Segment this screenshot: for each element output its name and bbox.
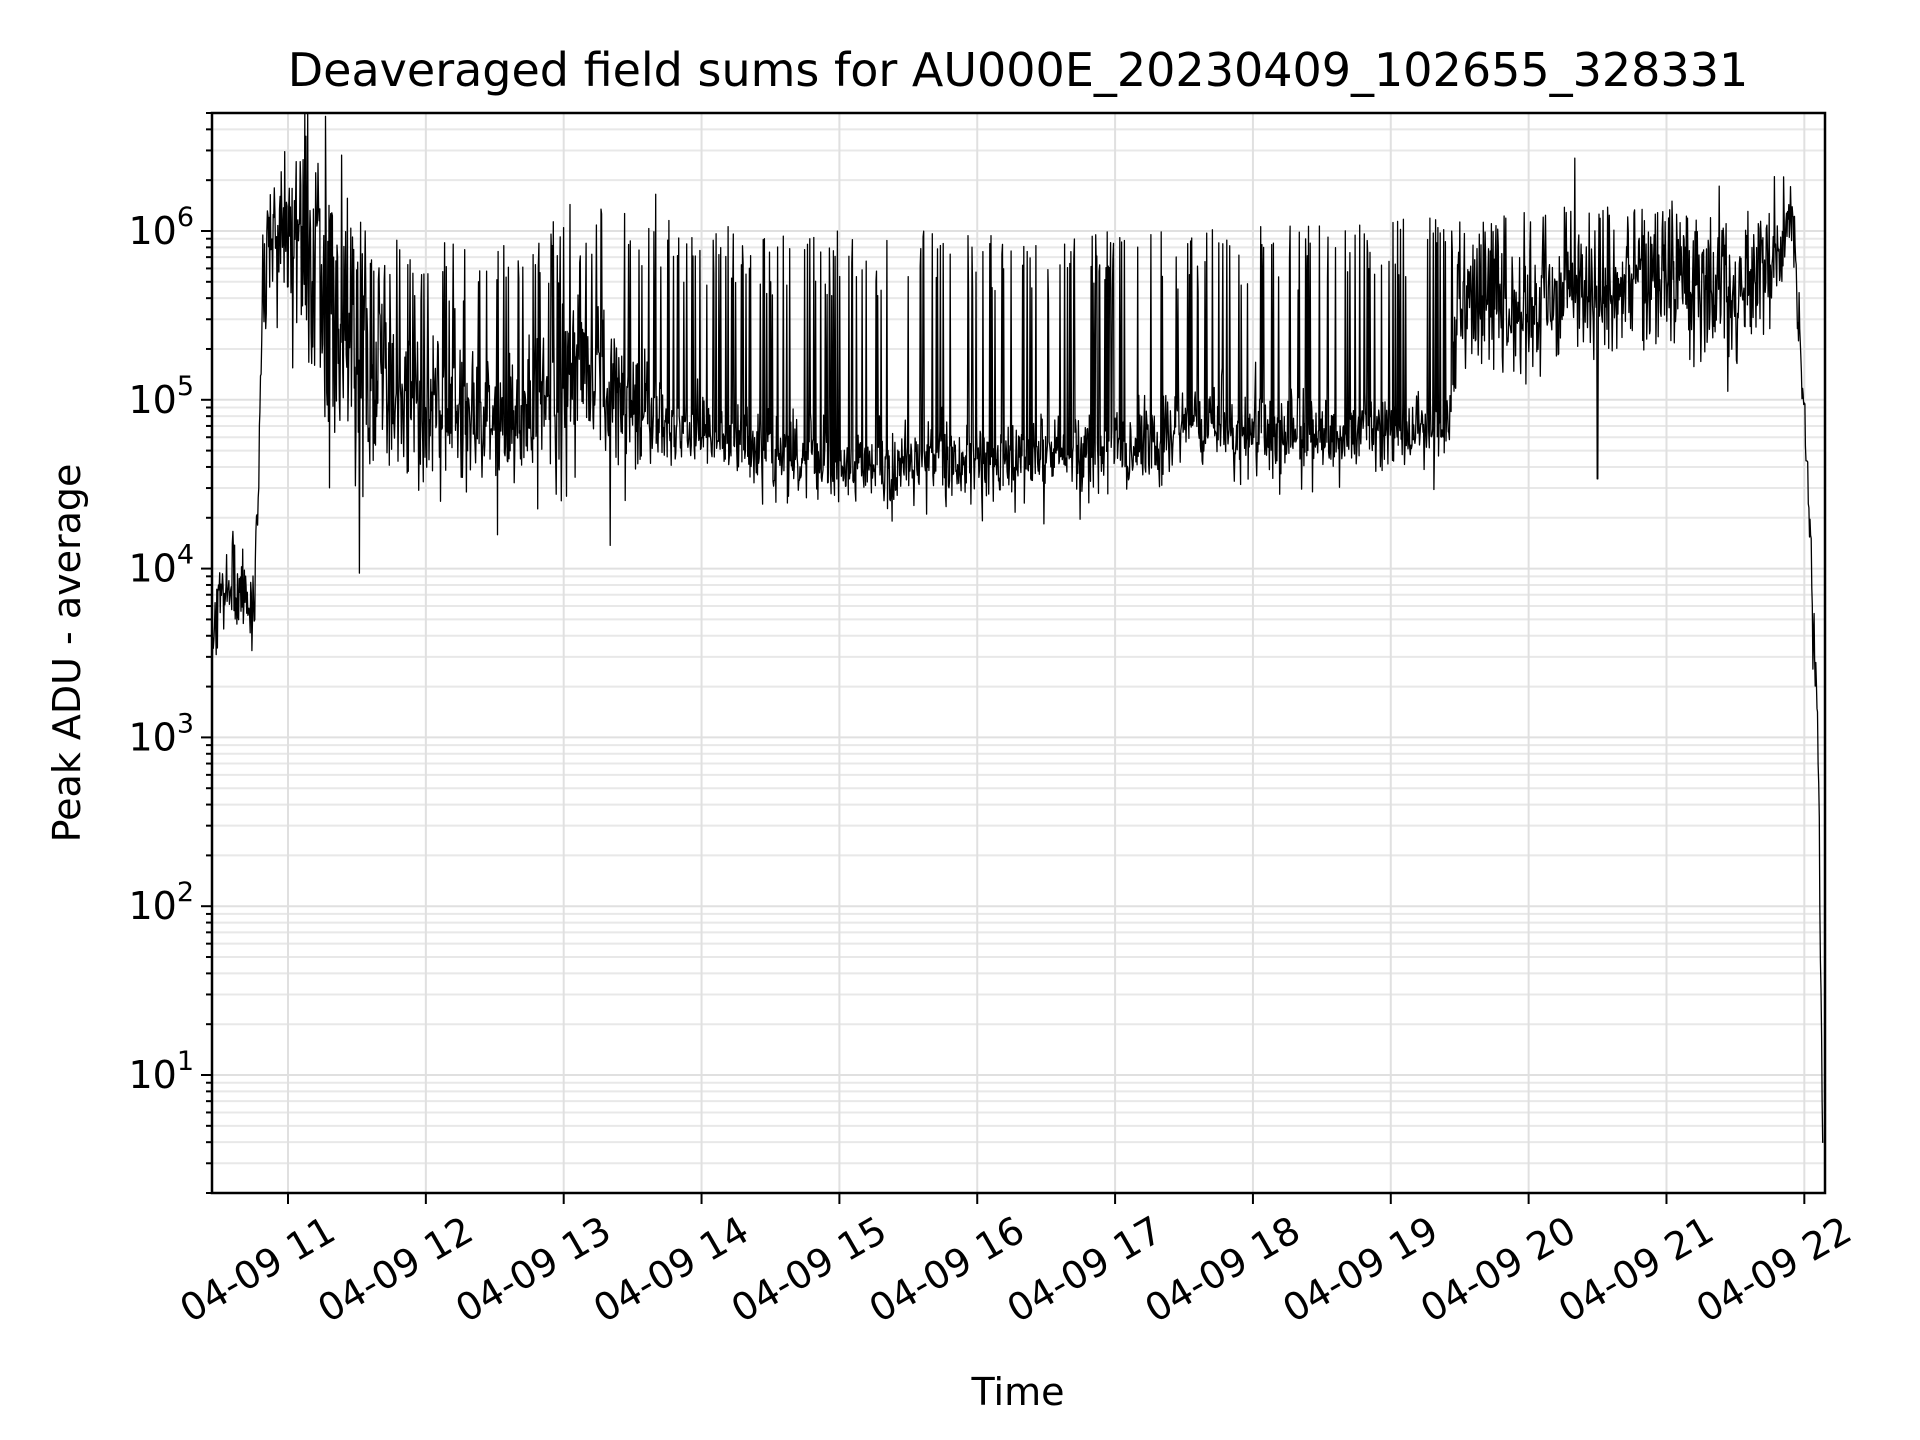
y-tick-label: 101 <box>128 1046 194 1097</box>
y-tick-label: 104 <box>128 540 194 591</box>
y-tick-label: 102 <box>128 877 194 928</box>
y-axis: 101 102 103 104 105 106 <box>128 112 212 1194</box>
plot-frame <box>210 111 1827 1195</box>
y-tick-label: 103 <box>128 708 194 759</box>
y-tick-label: 105 <box>128 371 194 422</box>
chart-title: Deaveraged field sums for AU000E_2023040… <box>288 43 1748 97</box>
y-tick-label: 106 <box>128 202 194 253</box>
series-line <box>211 112 1824 1143</box>
major-grid <box>212 113 1825 1193</box>
y-axis-label: Peak ADU - average <box>45 464 89 843</box>
x-axis-label: Time <box>971 1370 1065 1414</box>
